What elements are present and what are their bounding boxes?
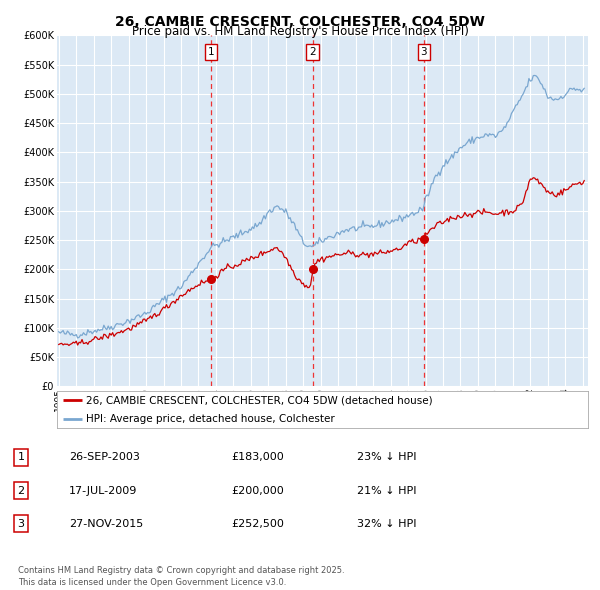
Text: 2: 2 bbox=[17, 486, 25, 496]
Text: 3: 3 bbox=[17, 519, 25, 529]
Text: £252,500: £252,500 bbox=[231, 519, 284, 529]
Text: £200,000: £200,000 bbox=[231, 486, 284, 496]
Text: 23% ↓ HPI: 23% ↓ HPI bbox=[357, 453, 416, 462]
Text: 26, CAMBIE CRESCENT, COLCHESTER, CO4 5DW (detached house): 26, CAMBIE CRESCENT, COLCHESTER, CO4 5DW… bbox=[86, 395, 433, 405]
Text: 26, CAMBIE CRESCENT, COLCHESTER, CO4 5DW: 26, CAMBIE CRESCENT, COLCHESTER, CO4 5DW bbox=[115, 15, 485, 29]
Text: 1: 1 bbox=[17, 453, 25, 462]
Text: 3: 3 bbox=[421, 47, 427, 57]
Text: £183,000: £183,000 bbox=[231, 453, 284, 462]
Text: Contains HM Land Registry data © Crown copyright and database right 2025.
This d: Contains HM Land Registry data © Crown c… bbox=[18, 566, 344, 587]
Text: 26-SEP-2003: 26-SEP-2003 bbox=[69, 453, 140, 462]
Text: 32% ↓ HPI: 32% ↓ HPI bbox=[357, 519, 416, 529]
Text: 27-NOV-2015: 27-NOV-2015 bbox=[69, 519, 143, 529]
Text: Price paid vs. HM Land Registry's House Price Index (HPI): Price paid vs. HM Land Registry's House … bbox=[131, 25, 469, 38]
Text: HPI: Average price, detached house, Colchester: HPI: Average price, detached house, Colc… bbox=[86, 414, 335, 424]
Text: 2: 2 bbox=[310, 47, 316, 57]
Text: 17-JUL-2009: 17-JUL-2009 bbox=[69, 486, 137, 496]
Text: 21% ↓ HPI: 21% ↓ HPI bbox=[357, 486, 416, 496]
Text: 1: 1 bbox=[208, 47, 215, 57]
